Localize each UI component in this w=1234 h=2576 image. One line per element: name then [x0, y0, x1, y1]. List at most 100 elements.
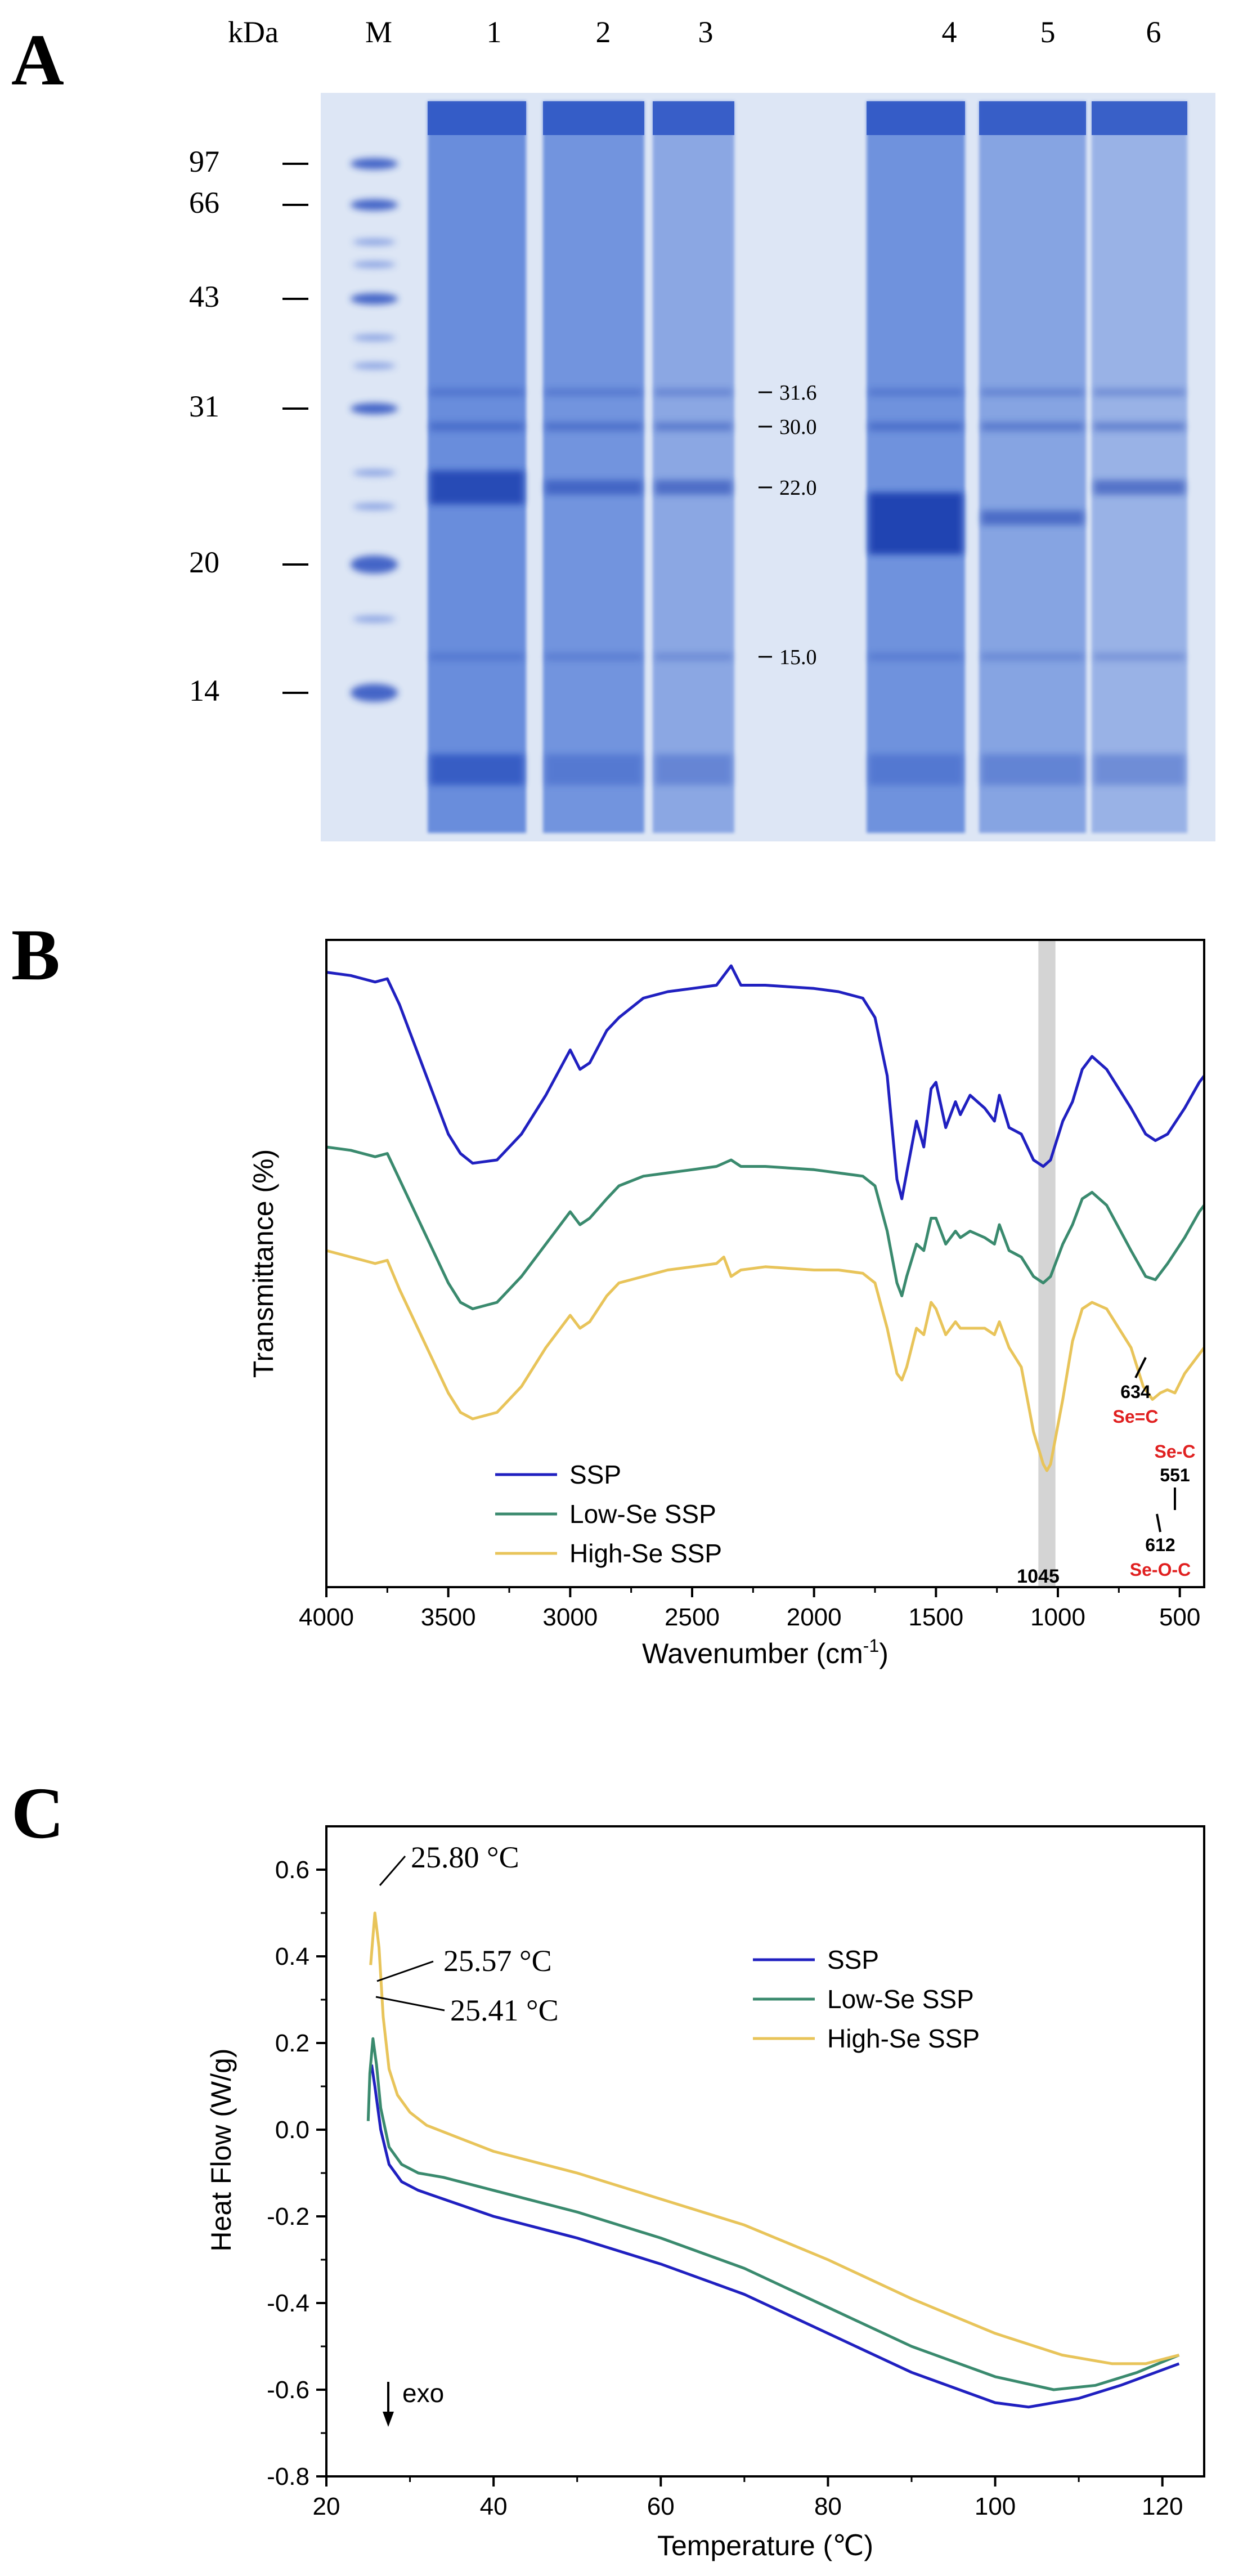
dsc-line-ssp [370, 2064, 1180, 2409]
ftir-annotations: 1045 634 Se=C Se-C 551 612 Se-O-C [1017, 1357, 1195, 1587]
dsc-line-low [366, 2037, 1180, 2391]
gel-band [1094, 754, 1185, 785]
band-label-31-6: 31.6 [779, 381, 817, 405]
dsc-legend-label-high: High-Se SSP [827, 2024, 980, 2053]
dsc-y-tick-label: 0.0 [275, 2116, 309, 2144]
panel-b-letter: B [11, 915, 60, 996]
marker-band [353, 362, 396, 369]
dsc-peak-label-25-80: 25.80 °C [411, 1840, 519, 1874]
dsc-x-tick-label: 60 [647, 2493, 675, 2520]
ftir-y-axis-label: Transmittance (%) [248, 1149, 279, 1378]
ftir-annotation-634: 634 [1120, 1382, 1151, 1402]
dsc-x-axis-label: Temperature (℃) [657, 2530, 873, 2561]
marker-band [351, 158, 398, 169]
gel-band [545, 754, 642, 785]
dsc-x-tick-label: 100 [975, 2493, 1016, 2520]
dsc-peak-label-25-57: 25.57 °C [443, 1944, 552, 1978]
ftir-annotation-612-leader [1156, 1513, 1161, 1533]
gel-band [1094, 653, 1185, 661]
ftir-x-tick-label: 3000 [542, 1603, 598, 1631]
marker-band [351, 684, 398, 702]
dsc-y-axis-label: Heat Flow (W/g) [205, 2048, 237, 2251]
exo-arrowhead-icon [383, 2412, 394, 2427]
gel-band [430, 388, 524, 396]
ladder-label-14: 14 [189, 674, 219, 707]
marker-band [351, 293, 398, 304]
dsc-peak-leader-25-57 [376, 1960, 434, 1982]
gel-band [430, 653, 524, 661]
gel-band [430, 422, 524, 431]
ftir-x-tick-label: 3500 [421, 1603, 476, 1631]
gel-band [1094, 388, 1185, 396]
marker-band [351, 555, 398, 574]
dsc-legend-label-low: Low-Se SSP [827, 1984, 974, 2014]
band-labels: 31.6 30.0 22.0 15.0 [759, 381, 817, 669]
dsc-x-tick-label: 120 [1142, 2493, 1183, 2520]
dsc-y-tick-label: 0.6 [275, 1856, 309, 1884]
gel-band [869, 492, 963, 554]
panel-c: C 20 40 60 80 100 120 -0.8 -0.6 -0.4 -0.2 0.0 0.2 0… [11, 1773, 1205, 2561]
dsc-peak-annotations: 25.80 °C 25.57 °C 25.41 °C [375, 1840, 559, 2027]
ladder-label-97: 97 [189, 145, 219, 178]
gel-band [869, 422, 963, 431]
ftir-annotation-612: 612 [1145, 1535, 1175, 1555]
dsc-y-tick-label: -0.8 [267, 2463, 309, 2490]
ftir-annotation-se-o-c: Se-O-C [1130, 1560, 1191, 1580]
gel-band [869, 653, 963, 661]
lane-header-2: 2 [596, 15, 611, 49]
dsc-series [366, 1911, 1180, 2409]
dsc-plot-frame [325, 1825, 1205, 2478]
ftir-legend-label-ssp: SSP [569, 1460, 621, 1489]
ftir-x-tick-label: 2500 [665, 1603, 720, 1631]
marker-band [353, 261, 396, 268]
gel-band [981, 754, 1084, 785]
dsc-peak-label-25-41: 25.41 °C [450, 1993, 559, 2027]
gel-bands [351, 158, 1185, 785]
ftir-line-ssp [326, 964, 1205, 1200]
dsc-x-ticks: 20 40 60 80 100 120 [313, 2476, 1183, 2520]
gel-band [655, 388, 732, 396]
gel-lane-1 [428, 101, 526, 833]
gel-well-1 [428, 101, 526, 135]
dsc-y-tick-label: -0.2 [267, 2203, 309, 2230]
band-label-22-0: 22.0 [779, 476, 817, 500]
band-label-30-0: 30.0 [779, 415, 817, 439]
lane-header-3: 3 [698, 15, 714, 49]
dsc-y-tick-label: 0.4 [275, 1943, 309, 1970]
ftir-x-tick-label: 4000 [299, 1603, 354, 1631]
ftir-x-tick-label: 1000 [1030, 1603, 1085, 1631]
ftir-x-ticks: 4000 3500 3000 2500 2000 1500 1000 500 [299, 1587, 1200, 1631]
gel-band [981, 510, 1084, 525]
kda-header: kDa [228, 15, 279, 49]
gel-lane-6 [1092, 101, 1187, 833]
marker-band [351, 403, 398, 414]
gel-band [1094, 422, 1185, 431]
lane-header-1: 1 [487, 15, 502, 49]
ftir-x-tick-label: 1500 [908, 1603, 963, 1631]
ftir-annotation-1045: 1045 [1017, 1566, 1060, 1587]
gel-band [655, 480, 732, 495]
ladder-label-20: 20 [189, 545, 219, 579]
gel-band [545, 653, 642, 661]
lane-header-m: M [365, 15, 392, 49]
exo-label: exo [402, 2378, 444, 2408]
gel-band [545, 422, 642, 431]
gel-band [545, 388, 642, 396]
gel-lane-3 [653, 101, 734, 833]
gel-well-4 [867, 101, 965, 135]
gel-band [430, 471, 524, 504]
ladder-label-43: 43 [189, 280, 219, 313]
exo-indicator: exo [383, 2378, 444, 2427]
gel-band [869, 754, 963, 785]
gel-band [869, 388, 963, 396]
gel-band [1094, 480, 1185, 495]
ladder-label-31: 31 [189, 389, 219, 423]
gel-band [545, 480, 642, 495]
panel-b: B 4000 3500 3000 2500 2000 1500 1000 500 Wavenu… [11, 915, 1205, 1669]
ftir-plot-frame [325, 939, 1205, 1588]
gel-lane-5 [979, 101, 1086, 833]
ftir-x-tick-label: 2000 [787, 1603, 842, 1631]
gel-band [430, 754, 524, 785]
dsc-peak-leader-25-41 [375, 1996, 445, 2011]
